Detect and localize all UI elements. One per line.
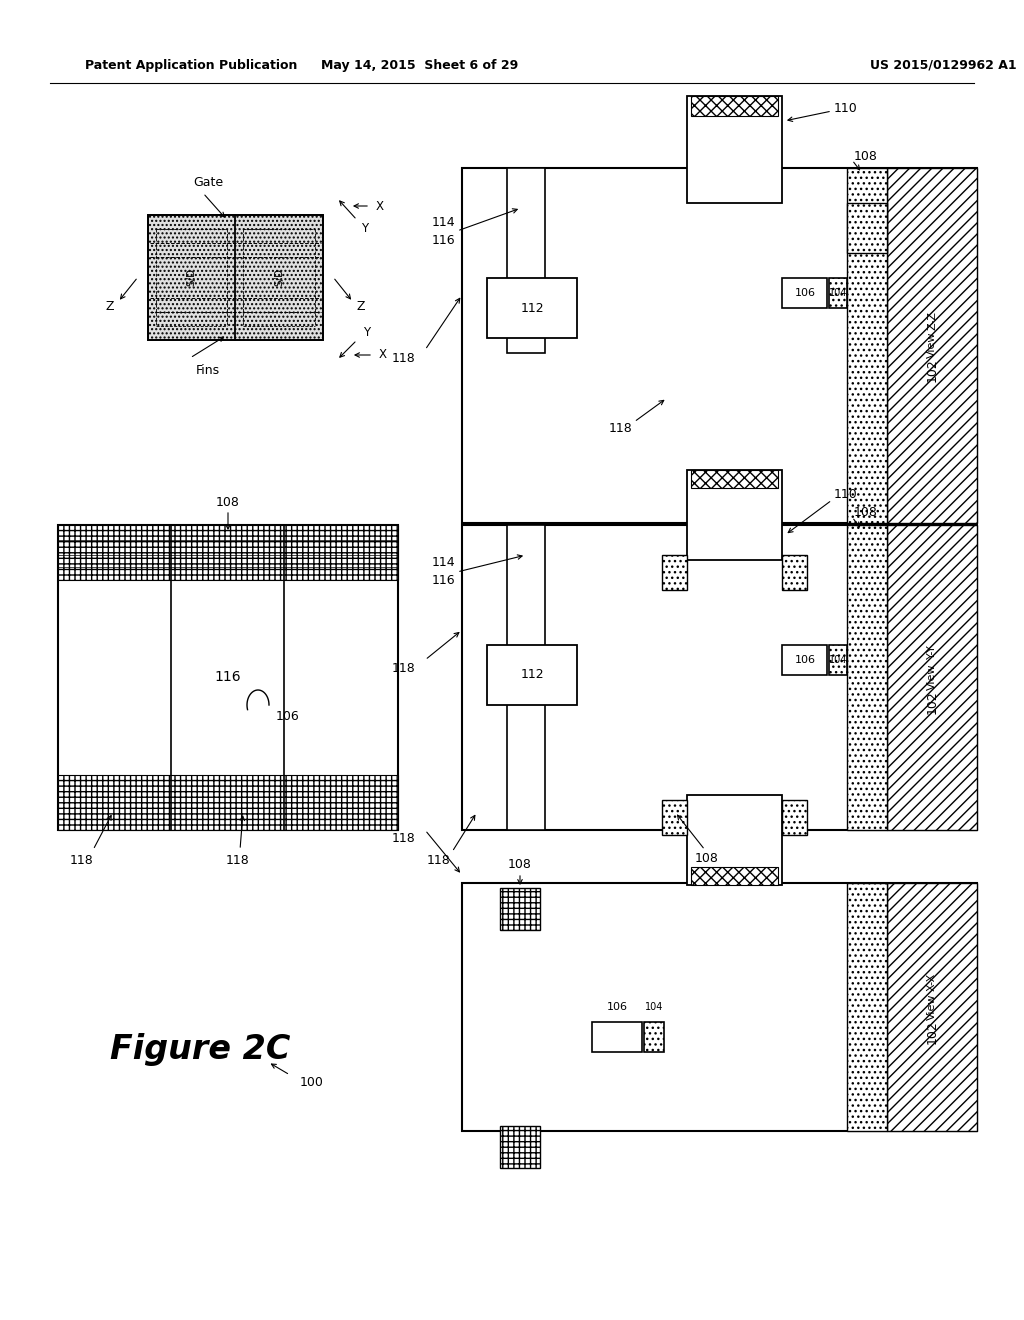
- Text: Y: Y: [364, 326, 371, 338]
- Text: May 14, 2015  Sheet 6 of 29: May 14, 2015 Sheet 6 of 29: [322, 58, 518, 71]
- Bar: [644, 1022, 664, 1052]
- Text: 102: 102: [926, 1020, 939, 1044]
- Text: View: View: [927, 331, 937, 358]
- Text: Figure 2C: Figure 2C: [110, 1034, 290, 1067]
- Bar: [592, 1022, 642, 1052]
- Bar: [500, 1126, 540, 1168]
- Text: Y-Y: Y-Y: [927, 644, 937, 660]
- Bar: [847, 525, 887, 830]
- Bar: [58, 525, 398, 830]
- Bar: [687, 470, 782, 560]
- Text: 116: 116: [215, 671, 242, 684]
- Text: 118: 118: [70, 854, 94, 866]
- Text: 102: 102: [926, 358, 939, 381]
- Text: 104: 104: [828, 288, 847, 298]
- Text: 118: 118: [391, 661, 415, 675]
- Text: Z: Z: [356, 301, 366, 314]
- Bar: [691, 96, 778, 116]
- Text: 108: 108: [854, 149, 878, 162]
- Text: 118: 118: [608, 421, 632, 434]
- Text: X: X: [379, 348, 387, 362]
- Bar: [487, 645, 577, 705]
- Bar: [462, 883, 977, 1131]
- Text: 114: 114: [431, 216, 455, 230]
- Bar: [148, 215, 323, 341]
- Bar: [782, 279, 827, 308]
- Bar: [691, 867, 778, 884]
- Bar: [887, 883, 977, 1131]
- Text: 112: 112: [520, 301, 544, 314]
- Bar: [847, 203, 887, 253]
- Text: 108: 108: [508, 858, 531, 871]
- Text: 108: 108: [854, 507, 878, 520]
- Text: X: X: [376, 199, 384, 213]
- Text: 116: 116: [431, 573, 455, 586]
- Text: 110: 110: [834, 488, 858, 502]
- Text: X-X: X-X: [927, 973, 937, 991]
- Bar: [829, 279, 847, 308]
- Bar: [507, 525, 545, 830]
- Text: 106: 106: [795, 288, 815, 298]
- Text: 104: 104: [645, 1002, 664, 1012]
- Text: Fins: Fins: [196, 363, 220, 376]
- Text: 108: 108: [695, 851, 719, 865]
- Text: 116: 116: [431, 234, 455, 247]
- Text: 104: 104: [828, 655, 847, 665]
- Text: 112: 112: [520, 668, 544, 681]
- Text: 118: 118: [391, 832, 415, 845]
- Text: Z-Z: Z-Z: [927, 310, 937, 330]
- Bar: [487, 279, 577, 338]
- Bar: [782, 645, 827, 675]
- Bar: [887, 168, 977, 523]
- Bar: [58, 525, 398, 579]
- Bar: [462, 168, 977, 523]
- Text: 110: 110: [834, 102, 858, 115]
- Text: Y: Y: [361, 222, 369, 235]
- Text: 118: 118: [391, 351, 415, 364]
- Text: 100: 100: [300, 1077, 324, 1089]
- Bar: [662, 800, 687, 836]
- Text: S/D: S/D: [274, 268, 284, 286]
- Bar: [782, 800, 807, 836]
- Text: 114: 114: [431, 557, 455, 569]
- Text: Patent Application Publication: Patent Application Publication: [85, 58, 297, 71]
- Bar: [58, 775, 398, 830]
- Bar: [691, 470, 778, 488]
- Text: 106: 106: [606, 1002, 628, 1012]
- Bar: [847, 168, 887, 523]
- Text: Gate: Gate: [193, 177, 223, 190]
- Text: S/D: S/D: [186, 268, 196, 286]
- Text: Z: Z: [105, 301, 115, 314]
- Bar: [687, 96, 782, 203]
- Text: View: View: [927, 994, 937, 1020]
- Text: View: View: [927, 664, 937, 690]
- Text: 118: 118: [426, 854, 450, 866]
- Text: 118: 118: [226, 854, 250, 866]
- Bar: [782, 554, 807, 590]
- Bar: [662, 554, 687, 590]
- Text: 106: 106: [276, 710, 300, 723]
- Bar: [887, 525, 977, 830]
- Text: 108: 108: [216, 496, 240, 510]
- Bar: [148, 215, 323, 341]
- Bar: [829, 645, 847, 675]
- Bar: [500, 888, 540, 931]
- Text: 102: 102: [926, 690, 939, 714]
- Bar: [687, 795, 782, 884]
- Text: 106: 106: [795, 655, 815, 665]
- Text: US 2015/0129962 A1: US 2015/0129962 A1: [870, 58, 1017, 71]
- Bar: [847, 883, 887, 1131]
- Bar: [507, 168, 545, 352]
- Bar: [462, 525, 977, 830]
